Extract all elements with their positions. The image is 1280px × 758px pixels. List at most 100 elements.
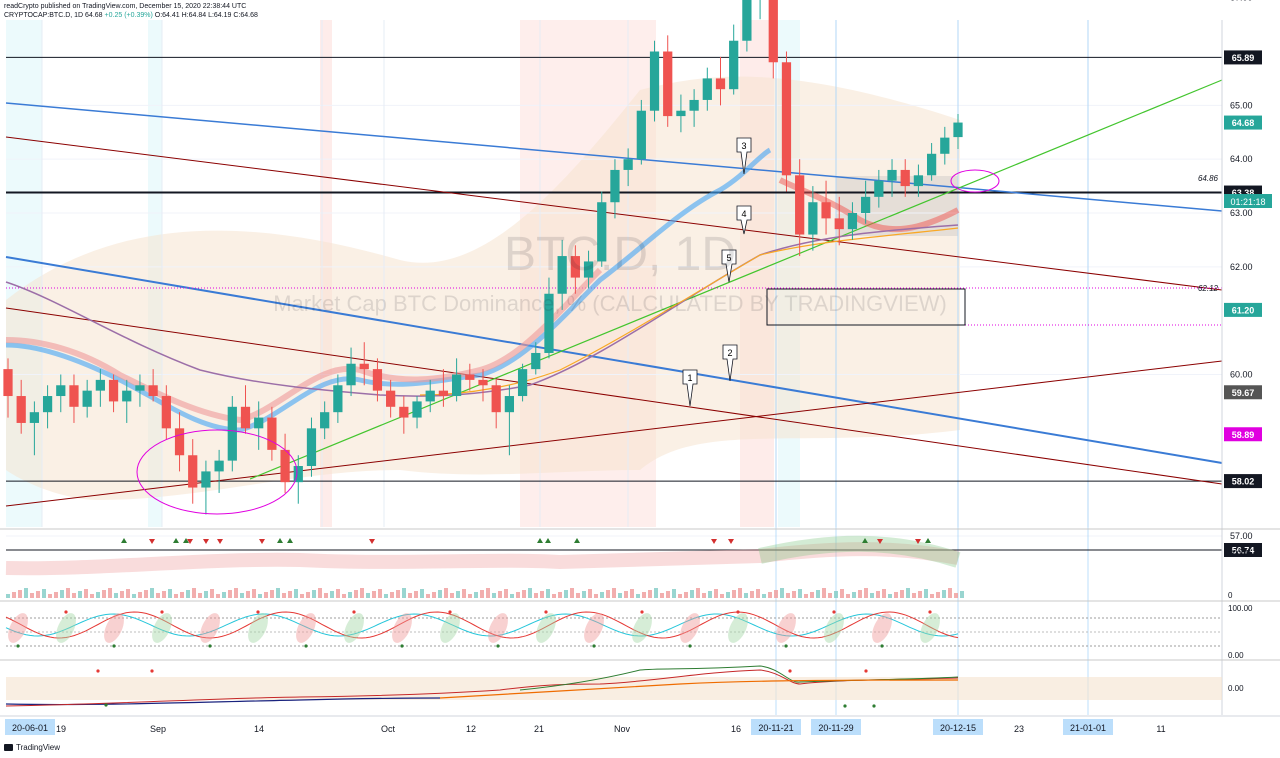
annotation-64-86: 64.86: [1198, 174, 1219, 183]
green-trend: [249, 79, 1223, 480]
candle-35: [465, 363, 475, 391]
candle-63: [834, 196, 844, 246]
svg-text:4: 4: [741, 209, 746, 219]
candle-29: [386, 379, 396, 418]
candle-32: [425, 379, 435, 413]
time-tick-2: 14: [254, 724, 264, 734]
wave-label-1: 1: [682, 369, 698, 407]
candle-33: [438, 369, 449, 407]
volume-pane: 1000B 0: [0, 528, 1280, 600]
svg-text:0: 0: [1228, 591, 1233, 600]
moving-averages: [5, 147, 960, 433]
candle-19: [254, 401, 264, 450]
candle-8: [108, 374, 119, 413]
candle-72: [953, 113, 963, 149]
price-tick-5: 62.00: [1230, 262, 1253, 272]
svg-text:64.68: 64.68: [1232, 118, 1255, 128]
candle-43: [570, 245, 580, 294]
tradingview-footer[interactable]: TradingView: [4, 743, 60, 752]
candle-3: [42, 385, 53, 429]
symbol-line: CRYPTOCAP:BTC.D, 1D 64.68 +0.25 (+0.39%)…: [4, 11, 258, 20]
svg-text:56.74: 56.74: [1232, 545, 1255, 555]
candle-15: [201, 460, 211, 515]
time-axis-highlights: 20-06-01 20-11-21 20-11-29 20-12-15 21-01-01: [5, 719, 1113, 735]
svg-text:21-01-01: 21-01-01: [1070, 723, 1106, 733]
svg-text:0.00: 0.00: [1228, 651, 1244, 660]
svg-text:65.89: 65.89: [1232, 53, 1255, 63]
last-price: 64.68: [85, 12, 103, 19]
candle-6: [82, 379, 92, 418]
svg-text:2: 2: [727, 348, 732, 358]
candles: [3, 0, 963, 515]
svg-text:5: 5: [726, 253, 731, 263]
candle-12: [161, 385, 171, 440]
candle-46: [610, 159, 620, 219]
candle-30: [399, 396, 409, 434]
time-tick-4: 12: [466, 724, 476, 734]
candle-48: [636, 99, 646, 165]
candle-7: [95, 369, 105, 407]
trend-pane-markers: [96, 669, 876, 708]
time-tick-7: 16: [731, 724, 741, 734]
trend-lines: [5, 79, 1223, 507]
price-tag-6: [1224, 427, 1262, 442]
watermark-box: [766, 288, 966, 326]
price-tag-8: [1224, 542, 1262, 557]
svg-text:58.02: 58.02: [1232, 477, 1255, 487]
candle-13: [174, 412, 185, 472]
ohlc-values: O:64.41 H:64.84 L:64.19 C:64.68: [154, 12, 258, 19]
candle-14: [188, 439, 198, 504]
svg-text:58.89: 58.89: [1232, 430, 1255, 440]
candle-71: [940, 126, 950, 165]
countdown-tag: 01:21:18: [1224, 194, 1272, 208]
price-tick-7: 57.00: [1230, 531, 1253, 541]
candle-34: [451, 358, 462, 402]
candle-5: [69, 374, 79, 423]
watermark-symbol: BTC.D, 1D: [504, 228, 736, 281]
candle-53: [702, 67, 712, 111]
candle-52: [689, 89, 699, 127]
time-axis[interactable]: 19 Sep 14 Oct 12 21 Nov 16 23 11: [56, 724, 1166, 734]
svg-text:3: 3: [741, 141, 746, 151]
candle-57: [759, 0, 761, 20]
annotation-62-12: 62.12: [1198, 284, 1219, 293]
candle-64: [847, 202, 858, 240]
red-trend-2: [5, 307, 1223, 485]
candle-60: [795, 159, 805, 257]
candle-17: [227, 396, 237, 472]
candle-70: [926, 143, 937, 181]
candle-44: [583, 250, 594, 289]
time-tick-6: Nov: [614, 724, 631, 734]
candle-16: [214, 449, 224, 493]
candle-38: [504, 385, 515, 456]
price-tag-5: [1224, 385, 1262, 400]
candle-11: [148, 369, 158, 402]
time-highlight-3: [933, 719, 983, 735]
candle-1: [16, 379, 26, 434]
time-highlight-1: [751, 719, 801, 735]
candle-28: [372, 358, 383, 402]
candle-67: [887, 159, 897, 197]
magenta-circle-low: [136, 429, 298, 515]
candle-59: [781, 51, 792, 192]
candle-66: [874, 169, 884, 208]
candle-22: [293, 455, 303, 504]
publisher-line: readCrypto published on TradingView.com,…: [4, 3, 247, 10]
svg-text:63.38: 63.38: [1232, 188, 1255, 198]
svg-text:100.00: 100.00: [1228, 604, 1253, 613]
wave-labels: 1 2 3 4 5: [682, 137, 752, 407]
candle-69: [913, 164, 924, 197]
candle-25: [333, 374, 343, 423]
blue-trend-upper: [5, 102, 1223, 212]
candle-23: [306, 417, 317, 477]
svg-text:20-06-01: 20-06-01: [12, 723, 48, 733]
candle-0: [3, 358, 13, 418]
time-highlight-0: [5, 719, 55, 735]
candle-51: [676, 94, 686, 133]
wave-label-4: 4: [736, 205, 752, 235]
candle-62: [821, 180, 831, 235]
candle-68: [900, 159, 910, 197]
time-highlight-4: [1063, 719, 1113, 735]
